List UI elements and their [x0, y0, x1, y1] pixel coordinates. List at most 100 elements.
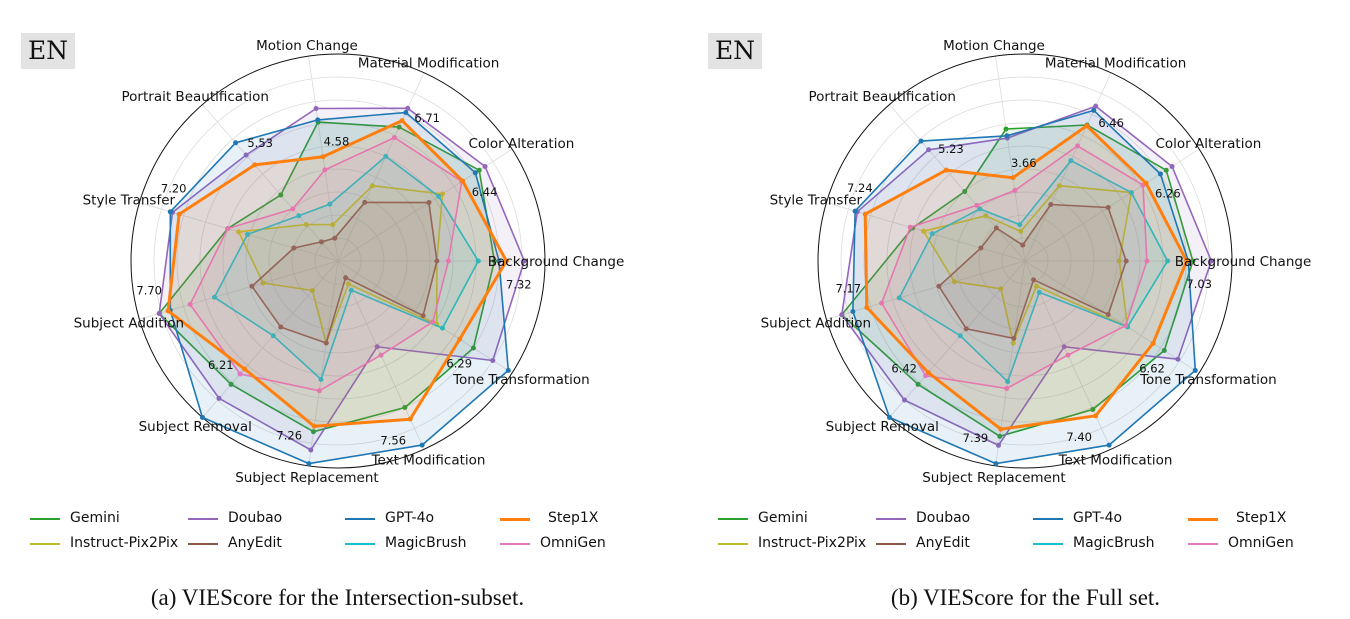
data-point — [978, 245, 984, 251]
axis-label: Portrait Beautification — [809, 89, 956, 105]
data-point — [260, 280, 266, 286]
series-line — [166, 119, 508, 428]
value-label: 5.23 — [938, 142, 964, 156]
axis-label: Text Modification — [371, 452, 486, 468]
data-point — [1017, 222, 1023, 228]
series-line — [852, 109, 1197, 465]
data-point — [1056, 183, 1062, 189]
value-label: 6.42 — [891, 361, 917, 375]
legend-swatch — [345, 518, 375, 520]
data-point — [290, 206, 296, 212]
data-point — [862, 211, 868, 217]
data-point — [1143, 180, 1149, 186]
axis-label: Subject Replacement — [235, 470, 378, 486]
data-point — [943, 167, 949, 173]
data-point — [323, 340, 329, 346]
series-line — [938, 203, 1127, 340]
legend-label: Step1X — [548, 510, 599, 526]
data-point — [997, 433, 1003, 439]
radar-chart: 7.03 6.26 6.46 3.66 5.23 7.24 7.17 6.42 7.39 7.40… — [761, 38, 1312, 486]
series-area — [852, 110, 1196, 464]
data-point — [951, 279, 957, 285]
legend-label: AnyEdit — [228, 535, 282, 551]
data-point — [496, 258, 502, 264]
data-point — [521, 258, 527, 264]
data-point — [330, 222, 336, 228]
series-area — [923, 185, 1132, 343]
data-point — [1004, 385, 1010, 391]
data-point — [327, 201, 333, 207]
data-point — [1084, 123, 1090, 129]
data-point — [308, 447, 314, 453]
data-point — [436, 193, 442, 199]
data-point — [482, 163, 488, 169]
data-point — [915, 381, 921, 387]
data-point — [309, 288, 315, 294]
axis-label: Tone Transformation — [1139, 372, 1277, 388]
data-point — [1128, 190, 1134, 196]
value-label: 7.70 — [136, 284, 162, 298]
axis-label: Subject Removal — [826, 419, 939, 435]
axis-label: Subject Addition — [761, 315, 872, 331]
data-point — [1123, 258, 1129, 264]
series-step1x — [862, 123, 1190, 432]
grid-spoke — [337, 72, 425, 262]
data-point — [475, 258, 481, 264]
data-point — [156, 310, 162, 316]
data-point — [237, 371, 243, 377]
data-point — [430, 319, 436, 325]
data-point — [1150, 340, 1156, 346]
value-label: 6.21 — [208, 358, 234, 372]
axis-label: Tone Transformation — [452, 372, 590, 388]
data-point — [1010, 340, 1016, 346]
legend-swatch — [500, 543, 530, 545]
data-point — [957, 333, 963, 339]
data-point — [864, 304, 870, 310]
data-point — [346, 281, 352, 287]
axis-label: Portrait Beautification — [122, 89, 269, 105]
series-area — [841, 125, 1193, 437]
legend: Gemini Doubao GPT-4o Step1X Instruct-Pix2Pix… — [30, 506, 670, 556]
data-point — [1192, 367, 1198, 373]
axis-label: Background Change — [488, 254, 625, 270]
series-area — [190, 137, 462, 391]
series-doubao — [156, 105, 527, 453]
value-label: 7.17 — [835, 282, 861, 296]
series-area — [881, 145, 1147, 389]
data-point — [1165, 258, 1171, 264]
data-point — [963, 326, 969, 332]
legend-swatch — [188, 518, 218, 520]
data-point — [1090, 407, 1096, 413]
data-point — [926, 147, 932, 153]
data-point — [245, 231, 251, 237]
data-point — [420, 313, 426, 319]
data-point — [434, 258, 440, 264]
data-point — [332, 235, 338, 241]
value-label: 6.46 — [1098, 116, 1124, 130]
value-label: 7.26 — [276, 428, 302, 442]
data-point — [936, 283, 942, 289]
series-gemini — [839, 122, 1196, 439]
series-area — [938, 204, 1127, 339]
data-point — [362, 199, 368, 205]
series-area — [899, 160, 1168, 382]
data-point — [343, 275, 349, 281]
data-point — [1061, 344, 1067, 350]
legend: Gemini Doubao GPT-4o Step1X Instruct-Pix2Pix… — [718, 506, 1350, 556]
value-label: 7.03 — [1186, 277, 1212, 291]
data-point — [311, 423, 317, 429]
legend-label: Instruct-Pix2Pix — [758, 535, 867, 551]
series-anyedit — [936, 202, 1129, 341]
data-point — [995, 442, 1001, 448]
legend-label: Instruct-Pix2Pix — [70, 535, 179, 551]
data-point — [852, 208, 858, 214]
data-point — [199, 414, 205, 420]
radar-chart: 7.32 6.44 6.71 4.58 5.53 7.20 7.70 6.21 7.26 7.56… — [74, 38, 625, 486]
data-point — [1068, 158, 1074, 164]
series-line — [189, 136, 463, 392]
series-area — [159, 108, 525, 451]
value-label: 5.53 — [247, 136, 273, 150]
data-point — [974, 202, 980, 208]
grid-spoke — [889, 104, 1026, 262]
